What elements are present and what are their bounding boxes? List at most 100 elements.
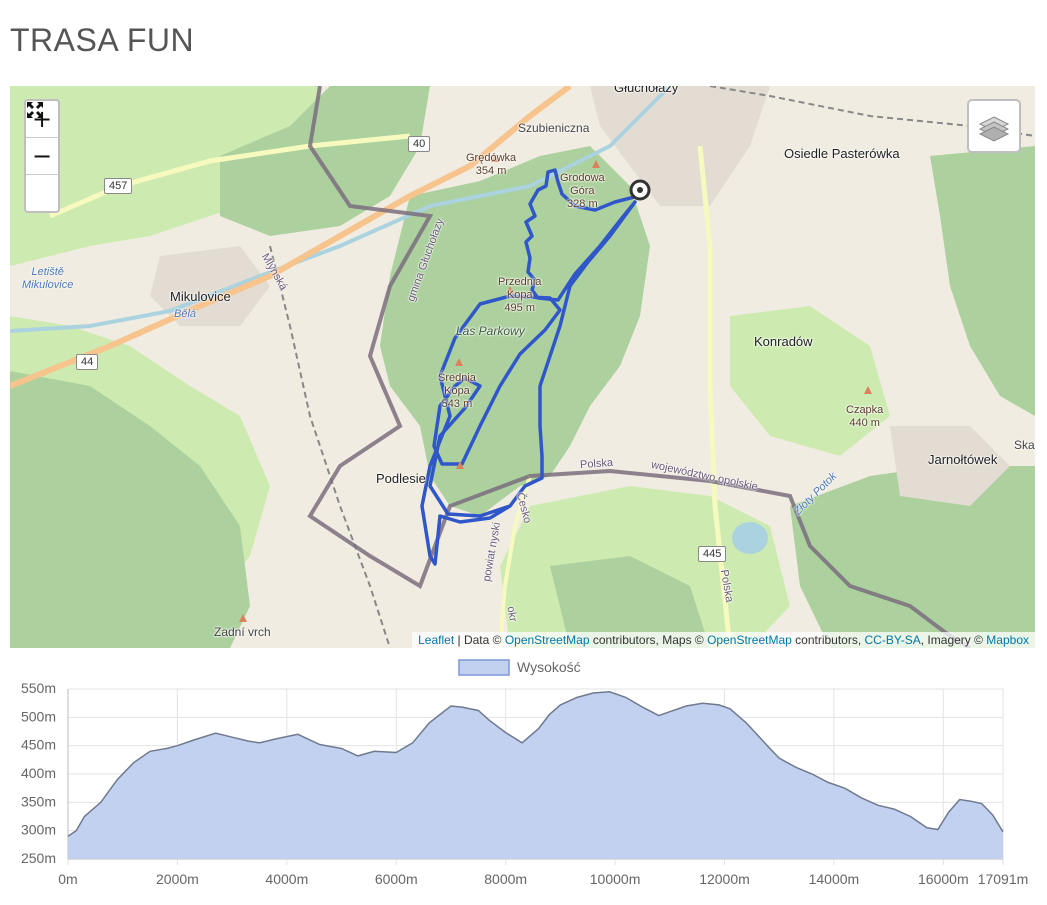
- map-label-grodowa-height: 328 m: [567, 198, 598, 210]
- attribution-text-3: contributors,: [791, 633, 865, 647]
- map-label-osiedle: Osiedle Pasterówka: [784, 146, 900, 161]
- peak-marker-przednia: [506, 286, 514, 294]
- forest-north: [220, 86, 430, 236]
- route-map[interactable]: Głuchołazy Szubieniczna Grędówka 354 m Gr…: [10, 86, 1035, 648]
- map-label-szubieniczna: Szubieniczna: [518, 121, 590, 135]
- x-tick-label: 4000m: [265, 871, 308, 887]
- openstreetmap-link[interactable]: OpenStreetMap: [504, 633, 590, 647]
- elevation-chart: 550m 500m 450m 400m 350m 300m 250m 0m 2000m 4000m…: [0, 652, 1047, 900]
- y-tick-label: 500m: [21, 708, 56, 724]
- x-tick-label: 17091m: [978, 871, 1029, 887]
- forest-west: [10, 371, 250, 648]
- urban-jarnoltowek: [890, 426, 1010, 506]
- leaflet-link[interactable]: Leaflet: [418, 633, 455, 647]
- map-label-gredowka-name: Grędówka: [466, 152, 517, 164]
- license-link[interactable]: CC-BY-SA: [864, 633, 921, 647]
- road-40: [10, 86, 572, 389]
- legend-swatch: [458, 659, 510, 676]
- attribution-text-4: , Imagery ©: [920, 633, 987, 647]
- fullscreen-button[interactable]: [26, 102, 58, 211]
- peak-marker-grodowa: [592, 160, 600, 168]
- zoom-out-button[interactable]: −: [26, 138, 58, 175]
- urban-glucholazy: [590, 86, 770, 206]
- road-shield-40: 40: [408, 136, 431, 152]
- peak-marker-gredowka: [491, 154, 499, 162]
- river-biala: [10, 86, 672, 333]
- map-attribution: Leaflet | Data © OpenStreetMap contribut…: [412, 632, 1035, 648]
- map-label-grodowa-name2: Góra: [570, 185, 595, 197]
- y-tick-label: 350m: [21, 793, 56, 809]
- peak-marker-zadni: [239, 614, 247, 622]
- road-south: [498, 475, 532, 648]
- gpx-route: [420, 168, 639, 566]
- openstreetmap-link-2[interactable]: OpenStreetMap: [707, 633, 792, 647]
- y-tick-label: 400m: [21, 765, 56, 781]
- y-tick-label: 450m: [21, 737, 56, 753]
- map-label-srednia-name2: Kopa: [444, 385, 470, 397]
- map-label-letiste: Letiště Mikulovice: [22, 266, 73, 292]
- mapbox-link[interactable]: Mapbox: [986, 633, 1029, 647]
- map-label-gredowka-height: 354 m: [475, 165, 507, 177]
- map-label-grodowa-name: Grodowa: [560, 172, 605, 184]
- map-label-letiste-2: Mikulovice: [22, 279, 74, 291]
- map-label-grodowa: Grodowa Góra 328 m: [560, 172, 605, 211]
- x-tick-label: 0m: [58, 871, 77, 887]
- road-457: [49, 133, 411, 219]
- attribution-text-2: contributors, Maps ©: [589, 633, 708, 647]
- road-shield-445: 445: [698, 546, 727, 562]
- map-label-przednia-name: Przednia: [498, 276, 542, 288]
- peak-marker-czapka: [864, 386, 872, 394]
- page-title: TRASA FUN: [10, 22, 195, 58]
- x-tick-label: 10000m: [590, 871, 641, 887]
- map-label-jarnoltowek: Jarnołtówek: [928, 452, 998, 467]
- y-tick-label: 300m: [21, 822, 56, 838]
- map-label-srednia-name: Średnia: [438, 372, 476, 384]
- map-label-czapka-name: Czapka: [846, 404, 884, 416]
- zoom-in-button[interactable]: +: [26, 101, 58, 138]
- zoom-control: + −: [24, 99, 60, 213]
- y-tick-label: 550m: [21, 680, 56, 696]
- x-tick-label: 8000m: [484, 871, 527, 887]
- map-label-ska: Ska: [1014, 438, 1035, 452]
- fullscreen-icon: [27, 102, 43, 118]
- y-tick-label: 250m: [21, 850, 56, 866]
- layers-icon: [978, 116, 1010, 142]
- attribution-text-1: | Data ©: [454, 633, 505, 647]
- map-label-srednia-height: 543 m: [441, 398, 473, 410]
- map-label-czapka-height: 440 m: [849, 417, 880, 429]
- forest-east: [930, 146, 1035, 416]
- map-label-las-parkowy: Las Parkowy: [456, 324, 525, 338]
- map-label-polska: Polska: [579, 456, 614, 472]
- x-tick-label: 12000m: [699, 871, 750, 887]
- map-label-letiste-1: Letiště: [31, 266, 64, 278]
- map-label-podlesie: Podlesie: [376, 471, 426, 486]
- meadow-east: [730, 306, 890, 456]
- route-start-marker-dot: [637, 187, 643, 193]
- layers-button[interactable]: [967, 99, 1021, 153]
- x-tick-label: 6000m: [375, 871, 418, 887]
- elevation-line: [67, 691, 1004, 837]
- map-label-przednia-height: 495 m: [504, 302, 535, 314]
- map-label-czapka: Czapka 440 m: [846, 404, 883, 430]
- map-label-okr: okr: [504, 605, 519, 623]
- x-tick-label: 16000m: [918, 871, 969, 887]
- x-tick-label: 14000m: [809, 871, 860, 887]
- peak-marker-srednia: [455, 358, 463, 366]
- peak-marker-podlesie: [456, 461, 464, 469]
- x-tick-label: 2000m: [156, 871, 199, 887]
- lake: [732, 522, 768, 554]
- map-label-glucholazy: Głuchołazy: [614, 86, 679, 95]
- map-label-gredowka: Grędówka 354 m: [466, 152, 516, 178]
- railway: [269, 245, 391, 648]
- road-shield-44: 44: [76, 354, 99, 370]
- map-label-mikulovice: Mikulovice: [170, 289, 231, 304]
- map-label-zadni-vrch: Zadní vrch: [214, 625, 271, 639]
- map-label-konradow: Konradów: [754, 334, 813, 349]
- border-line: [307, 86, 972, 648]
- forest-south: [550, 556, 710, 648]
- map-label-srednia: Średnia Kopa 543 m: [438, 372, 476, 411]
- map-label-bela: Bělá: [174, 308, 197, 320]
- road-shield-457: 457: [104, 178, 133, 194]
- map-tiles[interactable]: [10, 86, 1035, 648]
